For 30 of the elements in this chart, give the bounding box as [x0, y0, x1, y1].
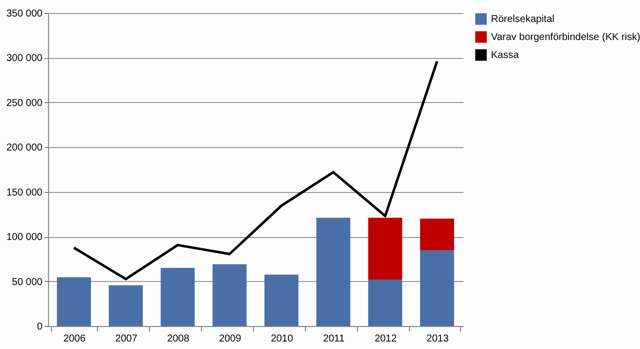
x-tick-label: 2013	[426, 334, 450, 344]
legend-label: Rörelsekapital	[491, 14, 554, 25]
bar	[420, 250, 454, 326]
legend-label: Kassa	[491, 50, 520, 61]
y-tick-label: 50 000	[12, 276, 43, 288]
y-tick-label: 300 000	[6, 53, 43, 64]
x-tick-label: 2011	[323, 334, 345, 344]
x-tick-label: 2008	[167, 334, 190, 344]
bar	[420, 218, 454, 250]
y-tick-label: 100 000	[6, 232, 43, 244]
bar	[368, 279, 402, 326]
line-series	[72, 60, 438, 280]
y-tick-label: 150 000	[6, 187, 43, 198]
x-tick-label: 2006	[63, 334, 86, 344]
x-tick-label: 2010	[270, 334, 294, 344]
bar	[108, 285, 143, 326]
bar	[316, 218, 350, 326]
y-tick-label: 0	[36, 322, 43, 332]
bar	[368, 218, 402, 280]
y-tick-label: 350 000	[6, 8, 43, 20]
legend-label: Varav borgenförbindelse (KK risk)	[491, 32, 640, 43]
bar	[264, 274, 298, 326]
y-tick-label: 250 000	[6, 98, 43, 109]
bar	[212, 264, 247, 326]
bar	[160, 268, 195, 326]
bar	[56, 277, 91, 326]
y-tick-label: 200 000	[6, 142, 43, 154]
x-tick-label: 2009	[218, 334, 242, 344]
x-tick-label: 2007	[115, 334, 138, 344]
x-tick-label: 2012	[374, 334, 398, 344]
